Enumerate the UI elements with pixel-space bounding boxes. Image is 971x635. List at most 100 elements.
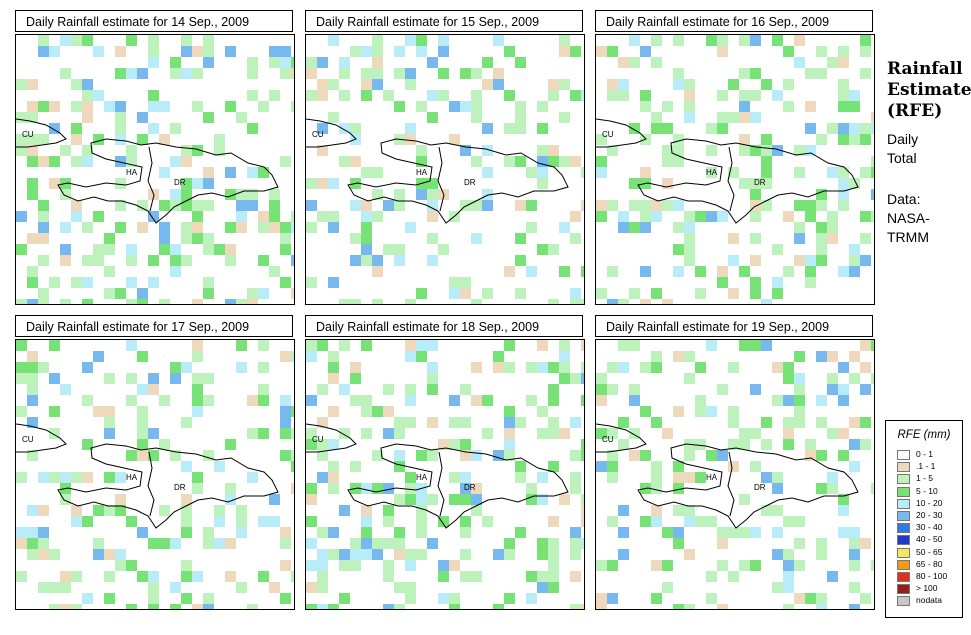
rainfall-cell	[673, 527, 684, 538]
rainfall-cell	[838, 46, 849, 57]
cuba-coastline	[596, 423, 647, 453]
rainfall-cell	[871, 156, 874, 167]
rainfall-cell	[695, 211, 706, 222]
rainfall-cell	[203, 233, 214, 244]
rainfall-cell	[662, 101, 673, 112]
rainfall-cell	[673, 156, 684, 167]
rainfall-cell	[640, 266, 651, 277]
rainfall-cell	[827, 483, 838, 494]
rainfall-cell	[214, 505, 225, 516]
rainfall-cell	[871, 340, 874, 351]
rainfall-cell	[49, 582, 60, 593]
rainfall-cell	[607, 90, 618, 101]
rainfall-cell	[570, 156, 581, 167]
rainfall-cell	[291, 101, 294, 112]
rainfall-cell	[816, 200, 827, 211]
rainfall-cell	[816, 593, 827, 604]
rainfall-cell	[170, 156, 181, 167]
rainfall-cell	[471, 494, 482, 505]
rainfall-cell	[640, 406, 651, 417]
rainfall-cell	[438, 439, 449, 450]
rainfall-cell	[427, 211, 438, 222]
rainfall-cell	[728, 255, 739, 266]
rainfall-cell	[629, 222, 640, 233]
rainfall-cell	[317, 90, 328, 101]
rainfall-cell	[794, 538, 805, 549]
rainfall-cell	[104, 233, 115, 244]
rainfall-cell	[482, 57, 493, 68]
rainfall-cell	[783, 417, 794, 428]
rainfall-cell	[794, 593, 805, 604]
rainfall-cell	[816, 189, 827, 200]
rainfall-cell	[27, 156, 38, 167]
rainfall-cell	[460, 288, 471, 299]
rainfall-cell	[838, 79, 849, 90]
rainfall-cell	[27, 538, 38, 549]
rainfall-cell	[328, 79, 339, 90]
rainfall-cell	[750, 68, 761, 79]
rainfall-cell	[460, 483, 471, 494]
rainfall-cell	[93, 351, 104, 362]
rainfall-cell	[537, 178, 548, 189]
rainfall-cell	[596, 428, 607, 439]
rainfall-cell	[838, 395, 849, 406]
rainfall-cell	[570, 538, 581, 549]
rainfall-cell	[629, 288, 640, 299]
rainfall-cell	[170, 189, 181, 200]
rainfall-cell	[416, 516, 427, 527]
rainfall-cell	[684, 549, 695, 560]
rainfall-cell	[258, 384, 269, 395]
rainfall-cell	[49, 340, 60, 351]
rainfall-cell	[306, 494, 317, 505]
rainfall-cell	[38, 505, 49, 516]
rainfall-cell	[71, 571, 82, 582]
rainfall-cell	[662, 582, 673, 593]
rainfall-cell	[115, 134, 126, 145]
rainfall-cell	[306, 340, 317, 351]
rainfall-cell	[339, 299, 350, 304]
rainfall-cell	[805, 255, 816, 266]
rainfall-cell	[449, 472, 460, 483]
rainfall-cell	[27, 417, 38, 428]
rainfall-cell	[306, 395, 317, 406]
rainfall-cell	[449, 288, 460, 299]
rainfall-cell	[860, 384, 871, 395]
rainfall-cell	[170, 538, 181, 549]
rainfall-cell	[739, 439, 750, 450]
rainfall-cell	[49, 472, 60, 483]
rainfall-cell	[372, 450, 383, 461]
period-text: Daily Total	[887, 130, 969, 168]
rainfall-cell	[236, 200, 247, 211]
country-label-cuba: CU	[602, 130, 614, 139]
rainfall-cell	[438, 571, 449, 582]
rainfall-cell	[258, 428, 269, 439]
rainfall-cell	[581, 340, 584, 351]
rainfall-cell	[838, 90, 849, 101]
rainfall-cell	[269, 516, 280, 527]
rainfall-cell	[137, 351, 148, 362]
rainfall-cell	[38, 288, 49, 299]
rainfall-cell	[783, 439, 794, 450]
rainfall-cell	[394, 527, 405, 538]
rainfall-cell	[339, 123, 350, 134]
rainfall-cell	[38, 527, 49, 538]
rainfall-cell	[225, 255, 236, 266]
rainfall-cell	[192, 211, 203, 222]
rainfall-cell	[306, 68, 317, 79]
rainfall-cell	[339, 90, 350, 101]
rainfall-cell	[16, 571, 27, 582]
rainfall-cell	[559, 222, 570, 233]
rainfall-cell	[548, 549, 559, 560]
rainfall-cell	[49, 549, 60, 560]
rainfall-cell	[761, 299, 772, 304]
rainfall-cell	[849, 582, 860, 593]
rainfall-cell	[328, 211, 339, 222]
rainfall-cell	[115, 112, 126, 123]
rainfall-cell	[761, 145, 772, 156]
rainfall-cell	[640, 362, 651, 373]
rainfall-cell	[706, 450, 717, 461]
rainfall-cell	[38, 156, 49, 167]
rainfall-cell	[607, 560, 618, 571]
rainfall-cell	[82, 395, 93, 406]
rainfall-cell	[236, 505, 247, 516]
